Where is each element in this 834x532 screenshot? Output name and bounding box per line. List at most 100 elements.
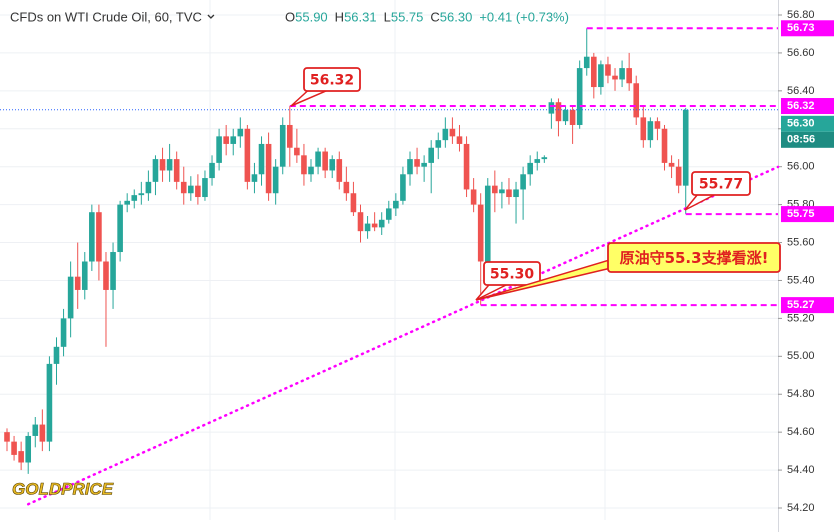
candle-body [173, 159, 180, 182]
legend-title: CFDs on WTI Crude Oil, 60, TVC [10, 9, 202, 24]
candle-body [591, 56, 597, 88]
y-tick-label: 54.40 [787, 464, 815, 476]
candle-body [407, 159, 413, 175]
candle-body [336, 159, 343, 182]
candle-body [4, 432, 10, 442]
candle-body [477, 204, 484, 262]
callout-box [691, 171, 751, 196]
candle-body [534, 159, 541, 163]
candle-body [195, 185, 201, 198]
legend-value: 56.31 [344, 9, 377, 24]
countdown-label: 08:56 [787, 134, 815, 146]
candle-body [343, 181, 350, 194]
callout-text: 55.77 [699, 177, 743, 193]
candle-body [682, 109, 689, 186]
y-tick-label: 55.40 [787, 274, 815, 286]
candle-body [216, 136, 222, 163]
callout-box [483, 261, 541, 286]
candle-body [279, 124, 286, 167]
candle-body [67, 276, 74, 319]
candle-body [661, 128, 668, 163]
last-price-box [781, 115, 834, 132]
candle-body [272, 166, 279, 194]
candle-body [435, 140, 442, 148]
candle-body [513, 189, 519, 198]
candle-body [11, 441, 17, 455]
candle-body [385, 208, 392, 220]
candle-body [53, 346, 60, 364]
candle-body [449, 128, 456, 137]
callout-text: 55.30 [490, 267, 535, 283]
candle-body [499, 189, 505, 194]
candle-body [541, 157, 548, 160]
candle-body [117, 204, 123, 253]
candle-body [96, 212, 102, 262]
candle-body [626, 68, 632, 84]
candle-body [598, 64, 604, 88]
callout-box [303, 67, 361, 92]
candle-body [470, 189, 477, 205]
candle-body [555, 102, 562, 122]
candle-body [166, 159, 173, 171]
candle-body [463, 143, 470, 190]
last-price-label: 56.30 [787, 118, 815, 130]
candle-body [308, 166, 314, 175]
candle-body [654, 121, 661, 129]
legend-chevron [207, 14, 215, 19]
candle-body [60, 318, 67, 347]
candle-body [294, 147, 300, 156]
level-box [781, 297, 834, 314]
level-box [781, 20, 834, 37]
candle-body [131, 195, 138, 201]
candle-body [520, 174, 526, 190]
candle-body [202, 178, 208, 198]
candle-body [548, 102, 555, 114]
y-tick-label: 56.60 [787, 47, 815, 59]
candle-body [576, 68, 583, 125]
candle-body [209, 162, 215, 179]
candle-body [350, 193, 357, 213]
candle-body [152, 159, 159, 182]
candle-body [506, 189, 512, 198]
callout-box [607, 242, 781, 273]
legend-change: +0.41 (+0.73%) [479, 9, 569, 24]
candle-body [364, 223, 371, 232]
candle-body [400, 174, 406, 201]
candle-body [357, 212, 364, 232]
candle-body [414, 159, 420, 167]
candle-body [32, 424, 39, 436]
candle-body [258, 143, 265, 175]
candle-body [138, 193, 145, 196]
level-box [781, 206, 834, 223]
candle-body [89, 212, 95, 262]
candle-body [675, 166, 682, 186]
level-label: 56.73 [787, 22, 815, 34]
candle-body [668, 162, 675, 167]
candle-body [633, 83, 640, 118]
candle-body [180, 181, 187, 194]
candle-body [265, 143, 272, 194]
logo: GOLDPRICE [12, 479, 114, 498]
candle-body [456, 136, 463, 144]
candle-body [145, 181, 152, 194]
legend-key: L [384, 9, 391, 24]
marks [4, 28, 689, 474]
candle-body [527, 162, 533, 175]
candle-body [74, 276, 81, 290]
candle-body [378, 219, 385, 228]
legend-key: H [335, 9, 344, 24]
candle-body [110, 252, 116, 290]
candle-body [605, 64, 611, 76]
candle-body [562, 109, 569, 122]
candle-body [244, 128, 251, 182]
candle-body [484, 185, 491, 262]
y-tick-label: 54.20 [787, 502, 815, 514]
y-tick-label: 55.00 [787, 350, 815, 362]
candle-body [492, 185, 498, 194]
candle-body [315, 151, 321, 167]
y-tick-label: 55.20 [787, 312, 815, 324]
candle-body [159, 159, 166, 171]
candle-body [612, 75, 618, 80]
level-box [781, 98, 834, 115]
